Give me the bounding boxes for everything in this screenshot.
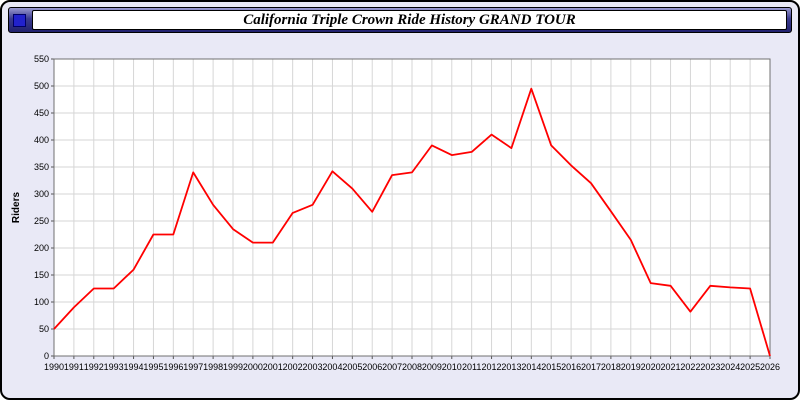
svg-text:450: 450	[34, 108, 49, 118]
svg-text:2011: 2011	[462, 362, 481, 372]
svg-text:2005: 2005	[342, 362, 362, 372]
line-chart: 0 50 100 150 200 250 300 350 400 450 500 550 1990 199…	[8, 47, 794, 392]
svg-text:2006: 2006	[362, 362, 382, 372]
svg-text:2020: 2020	[641, 362, 661, 372]
svg-text:1997: 1997	[183, 362, 203, 372]
svg-text:0: 0	[44, 351, 49, 361]
svg-text:2024: 2024	[720, 362, 740, 372]
svg-text:2023: 2023	[700, 362, 720, 372]
svg-text:2001: 2001	[263, 362, 283, 372]
svg-text:2026: 2026	[760, 362, 780, 372]
svg-text:2004: 2004	[322, 362, 342, 372]
svg-text:2002: 2002	[283, 362, 303, 372]
svg-text:2003: 2003	[303, 362, 323, 372]
svg-text:250: 250	[34, 216, 49, 226]
svg-text:2013: 2013	[501, 362, 521, 372]
svg-text:2017: 2017	[581, 362, 601, 372]
svg-text:1996: 1996	[163, 362, 183, 372]
svg-text:2022: 2022	[680, 362, 700, 372]
svg-text:2021: 2021	[661, 362, 681, 372]
svg-text:2014: 2014	[521, 362, 541, 372]
svg-text:200: 200	[34, 243, 49, 253]
svg-text:400: 400	[34, 135, 49, 145]
svg-text:2000: 2000	[243, 362, 263, 372]
svg-text:1999: 1999	[223, 362, 243, 372]
svg-text:1998: 1998	[203, 362, 223, 372]
svg-text:150: 150	[34, 270, 49, 280]
svg-text:100: 100	[34, 297, 49, 307]
svg-text:1993: 1993	[104, 362, 124, 372]
svg-text:2008: 2008	[402, 362, 422, 372]
svg-text:Riders: Riders	[11, 192, 22, 224]
svg-text:2025: 2025	[740, 362, 760, 372]
svg-text:1991: 1991	[64, 362, 84, 372]
svg-text:50: 50	[39, 324, 49, 334]
svg-text:1994: 1994	[124, 362, 144, 372]
svg-text:1992: 1992	[84, 362, 104, 372]
svg-text:2010: 2010	[442, 362, 462, 372]
chart-header: California Triple Crown Ride History GRA…	[8, 7, 792, 33]
svg-text:1990: 1990	[44, 362, 64, 372]
svg-text:550: 550	[34, 54, 49, 64]
svg-text:2012: 2012	[482, 362, 502, 372]
chart-title: California Triple Crown Ride History GRA…	[32, 10, 787, 30]
blue-square-window-icon	[13, 13, 26, 27]
svg-text:2007: 2007	[382, 362, 402, 372]
svg-text:2009: 2009	[422, 362, 442, 372]
svg-text:1995: 1995	[143, 362, 163, 372]
svg-text:2015: 2015	[541, 362, 561, 372]
svg-text:300: 300	[34, 189, 49, 199]
svg-text:2019: 2019	[621, 362, 641, 372]
svg-text:500: 500	[34, 81, 49, 91]
svg-text:350: 350	[34, 162, 49, 172]
svg-text:2016: 2016	[561, 362, 581, 372]
svg-text:2018: 2018	[601, 362, 621, 372]
